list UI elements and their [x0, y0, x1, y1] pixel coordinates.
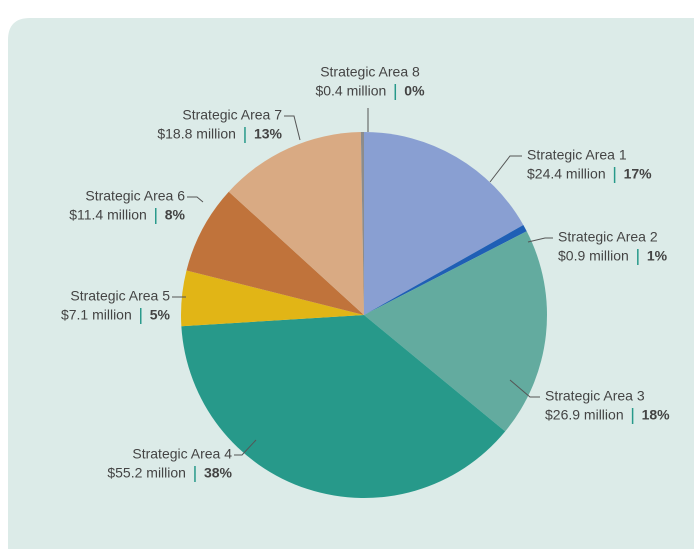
percent-label: 18% [642, 407, 671, 423]
value-label: $0.9 million [558, 248, 629, 264]
slice-name: Strategic Area 3 [545, 388, 645, 404]
value-label: $7.1 million [61, 307, 132, 323]
value-label: $24.4 million [527, 166, 606, 182]
percent-label: 17% [624, 166, 653, 182]
slice-name: Strategic Area 7 [182, 107, 282, 123]
percent-label: 13% [254, 126, 283, 142]
pie-slice [364, 224, 527, 315]
slice-name: Strategic Area 8 [320, 64, 420, 80]
labels: Strategic Area 1 $24.4 million 17% Strategi… [61, 64, 670, 482]
value-label: $18.8 million [157, 126, 236, 142]
value-label: $55.2 million [107, 465, 186, 481]
value-label: $11.4 million [69, 207, 147, 223]
percent-label: 1% [647, 248, 668, 264]
value-label: $26.9 million [545, 407, 624, 423]
slice-name: Strategic Area 2 [558, 229, 658, 245]
percent-label: 38% [204, 465, 233, 481]
leader-line [284, 115, 301, 141]
percent-label: 5% [150, 307, 171, 323]
pie-slice [228, 132, 364, 315]
leader-line [509, 379, 540, 398]
pie-slice [181, 315, 506, 498]
leader-line [234, 439, 257, 456]
percent-label: 8% [165, 207, 186, 223]
slice-name: Strategic Area 6 [85, 188, 185, 204]
slice-name: Strategic Area 4 [132, 446, 232, 462]
pie-slice [364, 231, 547, 432]
percent-label: 0% [404, 83, 425, 99]
slice-name: Strategic Area 5 [70, 288, 170, 304]
pie [180, 132, 547, 498]
pie-slice [360, 132, 364, 315]
leader-line [187, 196, 204, 203]
value-label: $0.4 million [315, 83, 386, 99]
leader-line [489, 155, 522, 183]
pie-slice [186, 191, 364, 315]
pie-slice [364, 132, 524, 315]
pie-slice [180, 270, 364, 327]
slice-name: Strategic Area 1 [527, 147, 627, 163]
leader-line [527, 237, 553, 243]
